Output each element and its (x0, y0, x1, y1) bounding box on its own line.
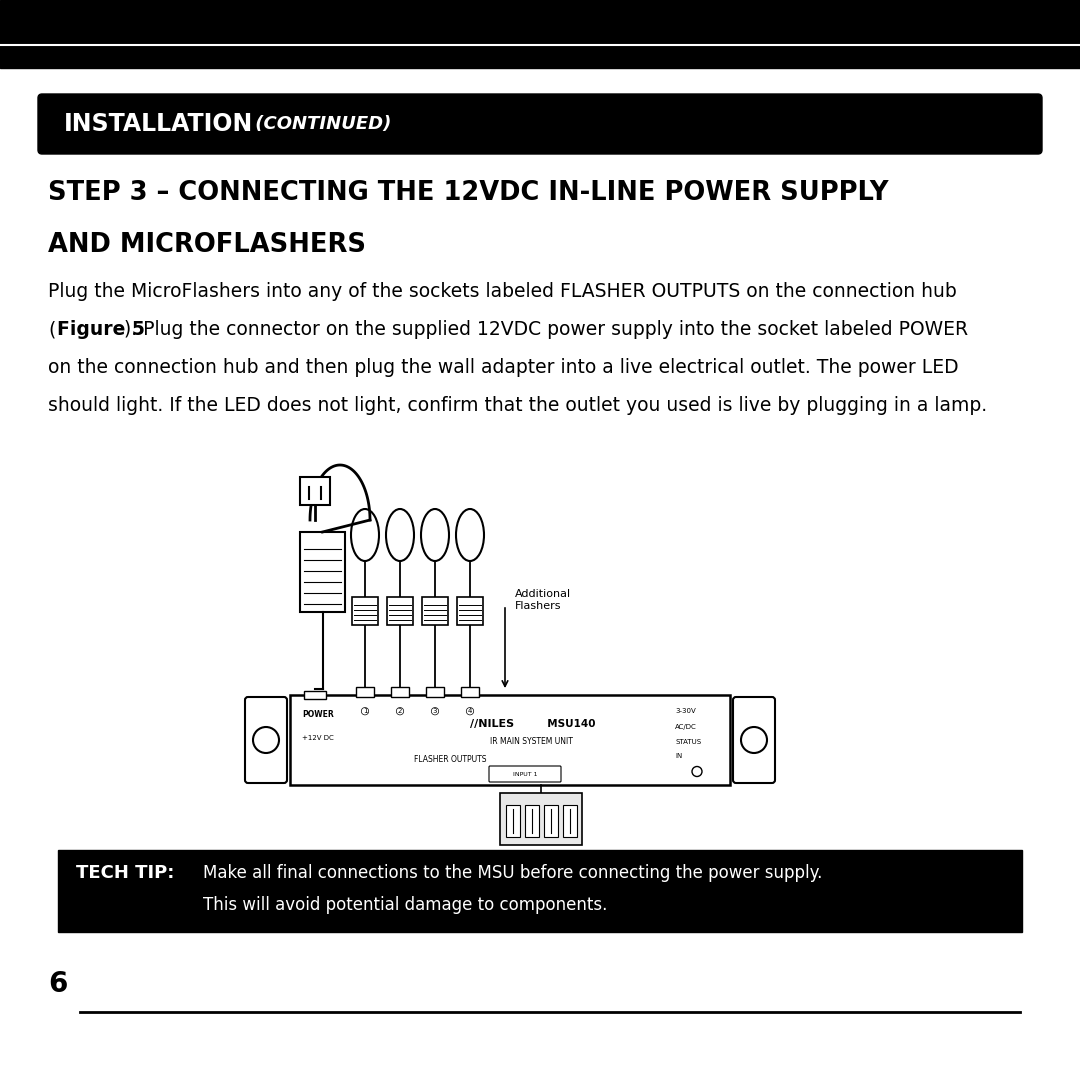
Bar (391, 687, 409, 697)
FancyBboxPatch shape (245, 697, 287, 783)
Bar (300, 477, 330, 505)
Bar (352, 597, 378, 625)
Text: Connection Ports: Connection Ports (600, 860, 753, 878)
Text: Plug the MicroFlashers into any of the sockets labeled FLASHER OUTPUTS on the co: Plug the MicroFlashers into any of the s… (48, 282, 957, 301)
Text: (: ( (48, 320, 55, 339)
Text: ). Plug the connector on the supplied 12VDC power supply into the socket labeled: ). Plug the connector on the supplied 12… (124, 320, 968, 339)
FancyBboxPatch shape (38, 94, 1042, 154)
Text: Figure 5:: Figure 5: (495, 860, 585, 878)
Ellipse shape (386, 509, 414, 561)
Bar (58, 850, 1022, 932)
Text: (CONTINUED): (CONTINUED) (249, 114, 391, 133)
Bar (525, 805, 539, 837)
Text: POWER: POWER (302, 711, 334, 719)
Text: 4: 4 (468, 708, 472, 714)
Text: AND MICROFLASHERS: AND MICROFLASHERS (48, 232, 366, 258)
Circle shape (692, 767, 702, 777)
Text: IN: IN (675, 753, 683, 759)
Text: +12V DC: +12V DC (302, 735, 334, 741)
Bar (291, 696, 730, 785)
Text: FLASHER OUTPUTS: FLASHER OUTPUTS (414, 755, 486, 765)
Bar (500, 793, 582, 845)
Text: on the connection hub and then plug the wall adapter into a live electrical outl: on the connection hub and then plug the … (48, 357, 959, 377)
Text: Make all final connections to the MSU before connecting the power supply.: Make all final connections to the MSU be… (203, 864, 822, 882)
Text: Additional
Flashers: Additional Flashers (515, 590, 571, 611)
Text: AC/DC: AC/DC (675, 724, 697, 729)
Ellipse shape (421, 509, 449, 561)
Text: 2: 2 (397, 708, 402, 714)
Bar (300, 532, 345, 612)
Bar (356, 687, 374, 697)
FancyBboxPatch shape (489, 766, 561, 782)
Text: 3-30V: 3-30V (675, 708, 696, 714)
Circle shape (253, 727, 279, 753)
Text: 3: 3 (433, 708, 437, 714)
Text: 1: 1 (363, 708, 367, 714)
Text: This will avoid potential damage to components.: This will avoid potential damage to comp… (203, 896, 607, 914)
FancyBboxPatch shape (733, 697, 775, 783)
Bar (0, 0, 1080, 68)
Ellipse shape (351, 509, 379, 561)
Text: should light. If the LED does not light, confirm that the outlet you used is liv: should light. If the LED does not light,… (48, 396, 987, 415)
Text: INSTALLATION: INSTALLATION (64, 112, 253, 136)
Text: STEP 3 – CONNECTING THE 12VDC IN-LINE POWER SUPPLY: STEP 3 – CONNECTING THE 12VDC IN-LINE PO… (48, 180, 889, 206)
Text: STATUS: STATUS (675, 739, 701, 745)
Circle shape (741, 727, 767, 753)
Bar (303, 691, 326, 699)
Ellipse shape (456, 509, 484, 561)
Text: IR MAIN SYSTEM UNIT: IR MAIN SYSTEM UNIT (490, 738, 572, 746)
Text: 6: 6 (48, 970, 67, 998)
Text: TECH TIP:: TECH TIP: (76, 864, 174, 882)
Bar (563, 805, 577, 837)
Bar (507, 805, 519, 837)
Bar (426, 687, 444, 697)
Bar (457, 597, 483, 625)
Text: //NILES: //NILES (470, 719, 514, 729)
Bar (422, 597, 448, 625)
Text: INPUT 1: INPUT 1 (513, 771, 537, 777)
Bar (387, 597, 413, 625)
Bar (544, 805, 558, 837)
Text: MSU140: MSU140 (540, 719, 595, 729)
Text: Figure 5: Figure 5 (57, 320, 145, 339)
Bar (461, 687, 480, 697)
